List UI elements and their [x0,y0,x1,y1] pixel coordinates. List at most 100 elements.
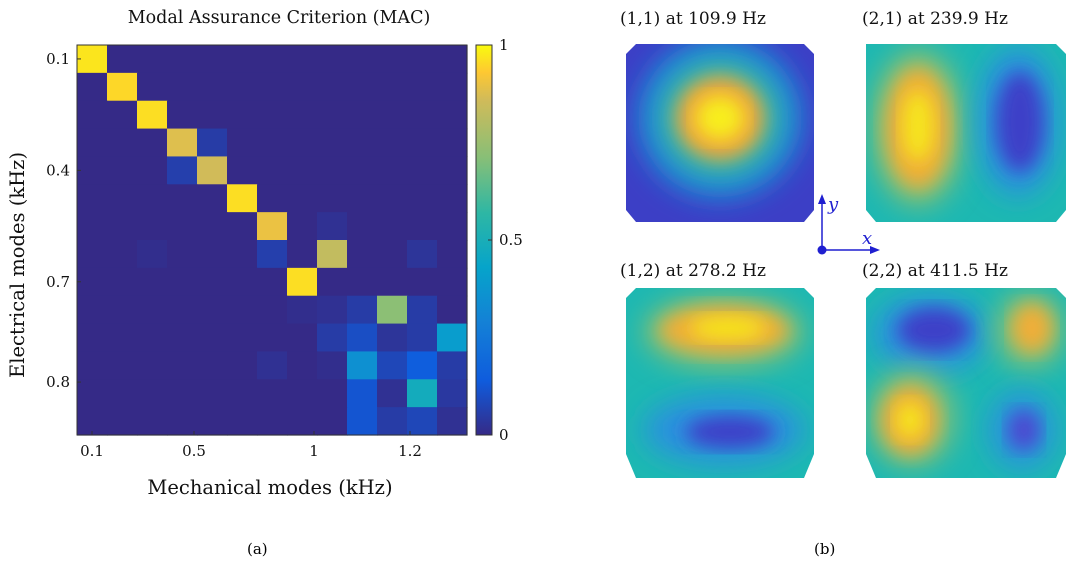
heatmap-cell [377,351,408,380]
heatmap-cell [407,45,438,74]
heatmap-cell [287,351,318,380]
heatmap-cell [107,407,138,436]
heatmap-cell [137,72,168,102]
heatmap-cell [137,407,168,436]
heatmap-cell [407,240,438,269]
colorbar-tick-label: 1 [499,36,509,54]
heatmap-cell [437,72,468,102]
heatmap-cell [287,407,318,436]
heatmap-cell [347,240,378,269]
heatmap-cell [167,407,198,436]
heatmap-cells [77,45,468,436]
heatmap-cell [137,184,168,213]
heatmap-cell [317,184,348,213]
heatmap-cell [407,351,438,380]
mode-shape-2-1 [866,44,1066,222]
heatmap-cell [197,72,228,102]
heatmap-cell [437,212,468,241]
heatmap-cell [107,379,138,408]
heatmap-cell [347,379,378,408]
heatmap-cell [377,184,408,213]
heatmap-cell [107,295,138,325]
heatmap-cell [257,45,288,74]
y-tick-label: 0.1 [46,50,70,68]
heatmap-cell [317,407,348,436]
heatmap-cell [287,323,318,353]
mode-shape-2-2 [866,288,1066,478]
heatmap-cell [287,156,318,185]
heatmap-cell [227,323,258,353]
y-axis-label: Electrical modes (kHz) [6,152,29,378]
mode-shape-1-1 [626,44,814,222]
heatmap-cell [137,379,168,408]
heatmap-cell [137,295,168,325]
heatmap-cell [227,45,258,74]
heatmap-cell [197,295,228,325]
heatmap-cell [137,128,168,158]
heatmap-cell [197,156,228,185]
heatmap-cell [137,156,168,185]
heatmap-cell [167,267,198,297]
heatmap-cell [317,379,348,408]
mode-shape-1-2 [626,288,814,478]
heatmap-cell [347,323,378,353]
heatmap-cell [317,323,348,353]
heatmap-cell [407,295,438,325]
heatmap-cell [77,351,108,380]
heatmap-cell [137,45,168,74]
heatmap-cell [107,240,138,269]
heatmap-cell [347,156,378,185]
colorbar-tick-label: 0.5 [499,231,523,249]
heatmap-cell [407,100,438,130]
heatmap-cell [377,407,408,436]
heatmap-cell [107,212,138,241]
heatmap-cell [77,72,108,102]
heatmap-cell [287,45,318,74]
heatmap-cell [407,323,438,353]
heatmap-cell [257,407,288,436]
heatmap-cell [167,72,198,102]
heatmap-cell [437,45,468,74]
mode-label-1-1: (1,1) at 109.9 Hz [620,9,766,29]
heatmap-cell [407,267,438,297]
heatmap-cell [137,267,168,297]
heatmap-cell [167,323,198,353]
heatmap-cell [197,212,228,241]
x-axis-label: Mechanical modes (kHz) [147,476,392,499]
mode-shapes-panel: (1,1) at 109.9 Hz (2,1) at 239.9 Hz y x … [620,9,1066,478]
heatmap-cell [227,379,258,408]
heatmap-cell [347,212,378,241]
heatmap-cell [287,100,318,130]
heatmap-cell [437,407,468,436]
heatmap-cell [377,72,408,102]
heatmap-cell [77,45,108,74]
heatmap-cell [197,267,228,297]
y-axis-indicator-label: y [827,194,839,215]
heatmap-cell [107,184,138,213]
heatmap-cell [407,128,438,158]
heatmap-cell [227,351,258,380]
heatmap-cell [377,212,408,241]
heatmap-cell [167,156,198,185]
heatmap-cell [77,156,108,185]
heatmap-cell [437,295,468,325]
heatmap-cell [287,240,318,269]
heatmap-cell [197,240,228,269]
heatmap-cell [437,351,468,380]
heatmap-cell [317,45,348,74]
heatmap-cell [287,128,318,158]
heatmap-cell [437,128,468,158]
plot-frame [76,44,468,436]
heatmap-cell [77,212,108,241]
heatmap-cell [77,184,108,213]
heatmap-cell [377,100,408,130]
heatmap-cell [167,212,198,241]
heatmap-cell [227,240,258,269]
y-tick-label: 0.4 [46,161,70,179]
mode-label-1-2: (1,2) at 278.2 Hz [620,261,766,281]
heatmap-cell [347,407,378,436]
heatmap-cell [407,156,438,185]
heatmap-cell [317,267,348,297]
heatmap-cell [167,240,198,269]
heatmap-cell [107,267,138,297]
